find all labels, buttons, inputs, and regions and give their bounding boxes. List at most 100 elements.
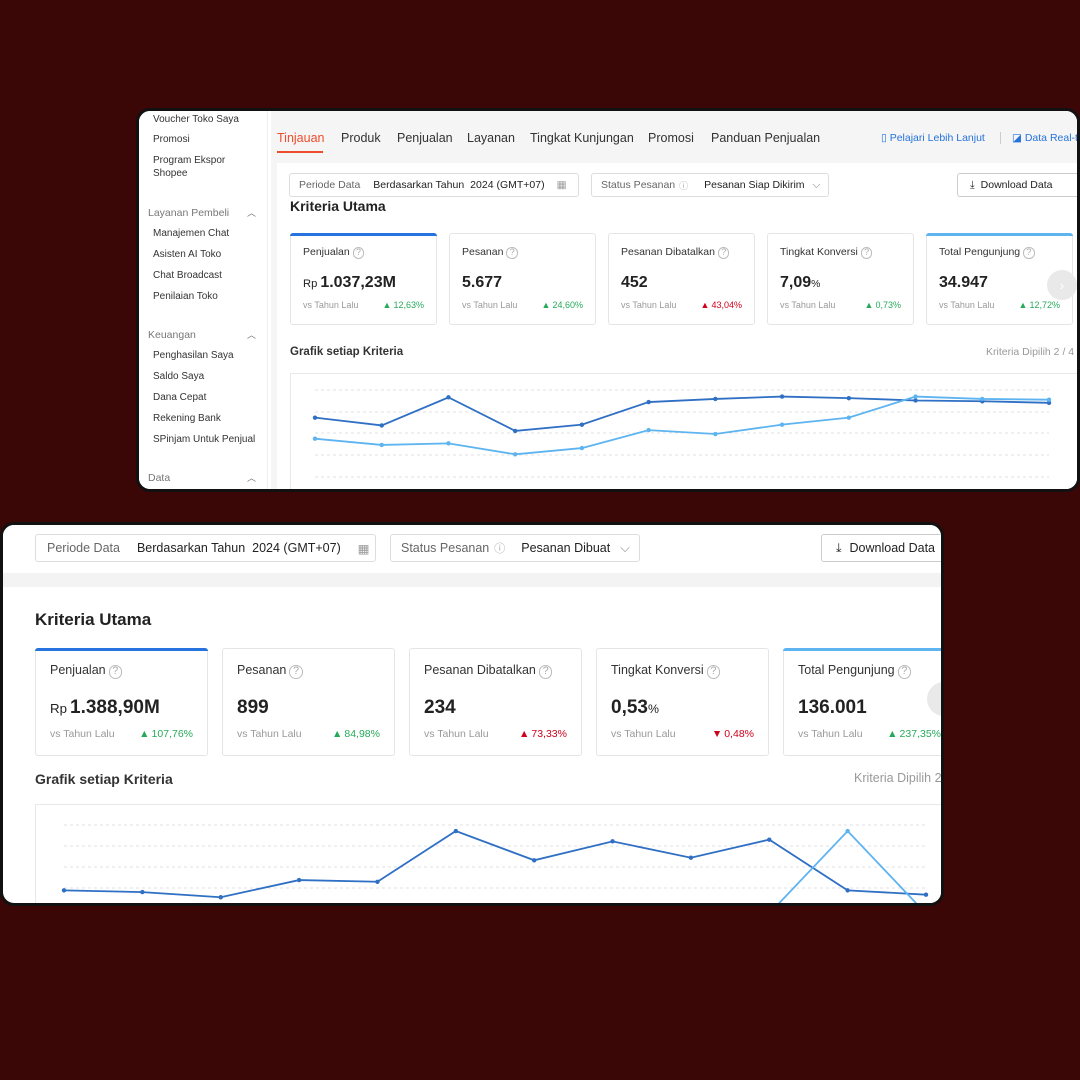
sidebar-item-promosi[interactable]: Promosi <box>153 134 190 145</box>
metric-card-pesanan-dibatalkan[interactable]: Pesanan Dibatalkan? 234 vs Tahun Lalu ▲ 73,3… <box>409 648 582 756</box>
sidebar-item-rekening-bank[interactable]: Rekening Bank <box>153 413 221 424</box>
tab-layanan[interactable]: Layanan <box>467 131 515 145</box>
sidebar-item-program-ekspor[interactable]: Program Ekspor Shopee <box>153 155 226 179</box>
data-point[interactable] <box>296 877 302 883</box>
help-icon[interactable]: ? <box>289 665 303 679</box>
arrow-up-icon: ▲ <box>1018 300 1028 310</box>
data-point[interactable] <box>312 415 318 420</box>
data-point[interactable] <box>845 828 850 834</box>
sidebar-item-chat-broadcast[interactable]: Chat Broadcast <box>153 270 222 281</box>
data-point[interactable] <box>140 889 145 895</box>
data-point[interactable] <box>980 396 985 402</box>
data-point[interactable] <box>512 452 518 457</box>
data-point[interactable] <box>446 441 451 446</box>
data-point[interactable] <box>61 888 67 893</box>
data-point[interactable] <box>779 422 785 427</box>
data-point[interactable] <box>913 394 918 399</box>
sidebar-item-penilaian-toko[interactable]: Penilaian Toko <box>153 291 218 302</box>
order-status-selector[interactable]: Status Pesanan ⓘ Pesanan Siap Dikirim ⌵ <box>591 173 829 197</box>
data-point[interactable] <box>610 839 615 844</box>
tab-penjualan[interactable]: Penjualan <box>397 131 453 145</box>
comparison-label: vs Tahun Lalu <box>798 728 863 740</box>
tab-tingkat-kunjungan[interactable]: Tingkat Kunjungan <box>530 131 634 145</box>
data-point[interactable] <box>767 837 772 842</box>
help-icon[interactable]: ? <box>706 665 721 679</box>
data-point[interactable] <box>779 394 785 399</box>
metric-card-pesanan-dibatalkan[interactable]: Pesanan Dibatalkan? 452 vs Tahun Lalu ▲ 43,0… <box>608 233 755 325</box>
arrow-down-icon: ▼ <box>711 728 723 740</box>
data-point[interactable] <box>446 395 451 400</box>
data-point[interactable] <box>218 895 223 900</box>
learn-more-label: Pelajari Lebih Lanjut <box>889 132 985 144</box>
help-icon[interactable]: ? <box>506 247 518 259</box>
help-icon[interactable]: ? <box>1023 247 1035 259</box>
download-data-button[interactable]: ⤓ Download Data <box>957 173 1077 197</box>
criteria-selected: Kriteria Dipilih 2 <box>854 771 942 785</box>
sidebar-group-keuangan[interactable]: Keuangan ︿ <box>148 328 256 341</box>
data-point[interactable] <box>379 423 384 428</box>
metric-number: 7,09 <box>780 274 812 291</box>
help-icon[interactable]: ? <box>352 247 365 259</box>
tab-tinjauan[interactable]: Tinjauan <box>277 131 325 145</box>
metric-card-pesanan[interactable]: Pesanan? 899 vs Tahun Lalu ▲ 84,98% <box>222 648 395 756</box>
sidebar-item-voucher[interactable]: Voucher Toko Saya <box>153 114 239 125</box>
change-value: 12,63% <box>393 300 424 310</box>
data-point[interactable] <box>512 428 518 434</box>
data-point[interactable] <box>713 431 718 437</box>
sidebar-item-spinjam[interactable]: SPinjam Untuk Penjual <box>153 434 256 445</box>
data-point[interactable] <box>845 888 850 893</box>
metric-card-pesanan[interactable]: Pesanan? 5.677 vs Tahun Lalu ▲ 24,60% <box>449 233 596 325</box>
download-data-button[interactable]: ⤓ Download Data <box>821 534 941 562</box>
data-point[interactable] <box>923 892 929 897</box>
data-point[interactable] <box>846 415 852 420</box>
data-point[interactable] <box>1046 397 1052 402</box>
sidebar-item-manajemen-chat[interactable]: Manajemen Chat <box>153 228 230 239</box>
data-point[interactable] <box>1046 400 1052 406</box>
next-arrow-icon[interactable]: › <box>927 682 941 716</box>
sidebar-item-dana-cepat[interactable]: Dana Cepat <box>153 392 207 403</box>
tab-produk[interactable]: Produk <box>341 131 381 145</box>
data-point[interactable] <box>713 396 718 402</box>
data-point[interactable] <box>379 442 384 448</box>
metric-title-text: Total Pengunjung <box>798 663 895 677</box>
sidebar-group-layanan[interactable]: Layanan Pembeli ︿ <box>148 206 256 219</box>
data-point[interactable] <box>531 858 537 863</box>
data-point[interactable] <box>579 445 585 451</box>
data-point[interactable] <box>846 395 852 401</box>
metric-card-penjualan[interactable]: Penjualan? Rp 1.388,90M vs Tahun Lalu ▲ 107,7… <box>35 648 208 756</box>
metric-card-total-pengunjung[interactable]: Total Pengunjung? 136.001 vs Tahun Lalu ▲ 23… <box>783 648 941 756</box>
divider-band <box>3 573 941 587</box>
next-arrow-icon[interactable]: › <box>1047 270 1077 300</box>
data-point[interactable] <box>646 399 651 405</box>
tab-panduan-penjualan[interactable]: Panduan Penjualan <box>711 131 821 145</box>
data-point[interactable] <box>646 427 651 433</box>
metric-card-penjualan[interactable]: Penjualan? Rp 1.037,23M vs Tahun Lalu ▲ 12,63… <box>290 233 437 325</box>
tab-promosi[interactable]: Promosi <box>648 131 694 145</box>
order-status-selector[interactable]: Status Pesanan ⓘ Pesanan Dibuat ⌵ <box>390 534 640 562</box>
sidebar-group-data[interactable]: Data ︿ <box>148 471 256 484</box>
help-icon[interactable]: ? <box>860 247 873 259</box>
learn-more-link[interactable]: ▯ Pelajari Lebih Lanjut <box>881 132 985 144</box>
metric-title: Penjualan? <box>50 663 123 679</box>
sidebar-item-asisten-ai[interactable]: Asisten AI Toko <box>153 249 222 260</box>
data-point[interactable] <box>688 855 694 860</box>
sidebar-item-penghasilan[interactable]: Penghasilan Saya <box>153 350 234 361</box>
data-point[interactable] <box>913 398 918 403</box>
metric-card-tingkat-konversi[interactable]: Tingkat Konversi? 7,09% vs Tahun Lalu ▲ 0,73… <box>767 233 914 325</box>
period-selector[interactable]: Periode Data Berdasarkan Tahun 2024 (GMT… <box>35 534 376 562</box>
help-icon[interactable]: ? <box>897 665 912 679</box>
help-icon[interactable]: ? <box>538 665 553 679</box>
metric-value: 234 <box>424 697 456 719</box>
metric-card-total-pengunjung[interactable]: Total Pengunjung? 34.947 vs Tahun Lalu ▲ 12,… <box>926 233 1073 325</box>
calendar-icon: ▦ <box>556 179 567 191</box>
data-point[interactable] <box>375 879 380 884</box>
data-point[interactable] <box>453 828 459 834</box>
realtime-data-link[interactable]: ◪ Data Real-t <box>1012 132 1077 144</box>
data-point[interactable] <box>312 436 318 441</box>
period-selector[interactable]: Periode Data Berdasarkan Tahun 2024 (GMT… <box>289 173 579 197</box>
data-point[interactable] <box>579 422 585 427</box>
help-icon[interactable]: ? <box>108 665 123 679</box>
metric-card-tingkat-konversi[interactable]: Tingkat Konversi? 0,53% vs Tahun Lalu ▼ 0,48… <box>596 648 769 756</box>
sidebar-item-saldo[interactable]: Saldo Saya <box>153 371 205 382</box>
help-icon[interactable]: ? <box>717 247 730 259</box>
